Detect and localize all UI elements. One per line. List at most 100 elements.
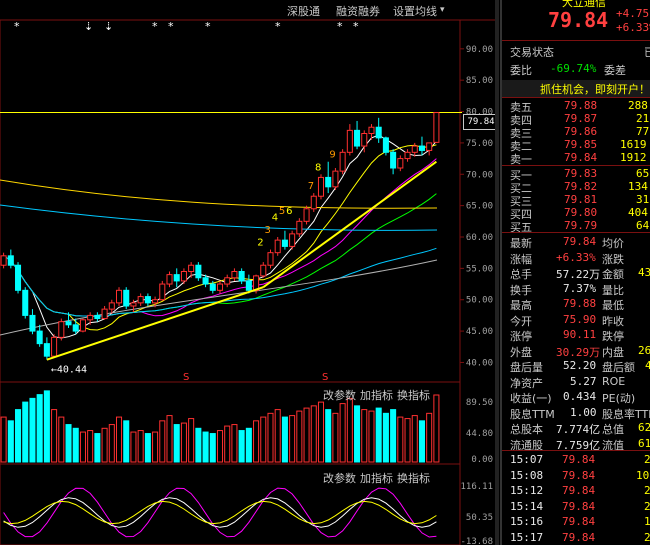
- candle-body: [72, 324, 79, 332]
- stat-row: 换手 7.37% 量比: [502, 281, 650, 298]
- stat-label: 总手: [510, 268, 532, 281]
- ask-volume: 1619: [620, 138, 647, 151]
- candle-body: [281, 239, 288, 247]
- indicator-params-button[interactable]: 改参数: [323, 472, 356, 485]
- volume-bar: [368, 410, 375, 463]
- kline-chart[interactable]: 90.0085.0080.0075.0070.0065.0060.0055.00…: [0, 0, 497, 545]
- setting-ma-button[interactable]: 设置均线: [393, 5, 437, 18]
- volume-bar: [339, 403, 346, 463]
- candle-body: [224, 277, 231, 285]
- price-axis-label: 85.00: [466, 76, 493, 86]
- bid-volume: 65: [636, 167, 650, 180]
- current-price-tag: 79.84: [463, 114, 499, 130]
- volume-bar: [209, 433, 216, 463]
- volume-bar: [224, 425, 231, 463]
- tick-volume: 2: [644, 484, 650, 497]
- ask-price: 79.84: [564, 151, 598, 164]
- bid-label: 买一: [510, 169, 532, 182]
- bid-volume: 404: [628, 206, 648, 219]
- bid-price: 79.79: [564, 219, 598, 232]
- chevron-down-icon[interactable]: ▾: [440, 5, 445, 15]
- price-axis-label: 70.00: [466, 170, 493, 180]
- volume-add-indicator-button[interactable]: 加指标: [360, 389, 393, 402]
- event-star-icon: *: [353, 20, 359, 33]
- rongzirongquan-button[interactable]: 融资融券: [336, 5, 380, 18]
- volume-bar: [397, 416, 404, 463]
- candle-body: [375, 126, 382, 139]
- stat-value: +6.33%: [556, 250, 596, 264]
- indicator-add-button[interactable]: 加指标: [360, 472, 393, 485]
- volume-bar: [303, 407, 310, 463]
- candle-body: [166, 274, 173, 285]
- wave-count-label: 8: [315, 162, 321, 173]
- bid-price: 79.80: [564, 206, 598, 219]
- candle-body: [43, 343, 50, 357]
- tick-row: 15:12 79.84 2: [502, 483, 650, 500]
- candle-body: [115, 289, 123, 304]
- candle-body: [202, 277, 209, 285]
- price-axis-label: 60.00: [466, 233, 493, 243]
- event-s-icon: S: [183, 372, 189, 383]
- ask-volume: 77: [636, 125, 650, 138]
- candle-body: [130, 302, 137, 307]
- candle-body: [397, 158, 404, 169]
- indicator-switch-button[interactable]: 换指标: [397, 472, 430, 485]
- bid-label: 买五: [510, 221, 532, 234]
- shenguton-button[interactable]: 深股通: [287, 5, 320, 18]
- candle-body: [216, 283, 224, 291]
- stat-label: 总股本: [510, 423, 543, 436]
- stat-row: 外盘 30.29万 内盘 26: [502, 343, 650, 360]
- volume-bar: [15, 409, 22, 463]
- bid-label: 买三: [510, 195, 532, 208]
- stat-row: 流通股 7.759亿 流值 61: [502, 436, 650, 453]
- chart-scrollbar[interactable]: [495, 0, 499, 545]
- volume-axis-label: 44.80: [466, 429, 493, 439]
- weibi-row: 委比 -69.74% 委差: [510, 62, 626, 77]
- volume-bar: [354, 405, 361, 463]
- stat-label-2: 量比: [602, 283, 624, 297]
- candle-body: [173, 274, 180, 282]
- candle-body: [65, 321, 72, 326]
- stat-label: 收益(一): [510, 392, 552, 405]
- wave-count-label: 3: [264, 225, 270, 236]
- ask-volume: 1912: [620, 151, 647, 164]
- chart-area[interactable]: 90.00 85.00 80.00 75.00 70.00 65.00 60.00 55.00…: [0, 0, 499, 545]
- candle-body: [152, 299, 159, 304]
- ask-price: 79.87: [564, 112, 598, 125]
- volume-bar: [36, 394, 43, 463]
- ask-label: 卖四: [510, 114, 532, 127]
- stat-value: 79.88: [563, 297, 597, 310]
- volume-bar: [281, 416, 288, 463]
- candle-body: [159, 283, 166, 301]
- candle-body: [180, 271, 187, 282]
- volume-bar: [267, 412, 274, 463]
- price-axis-label: 45.00: [466, 327, 493, 337]
- ask-volume: 288: [628, 99, 648, 112]
- divider: [502, 40, 650, 41]
- price-change: +4.75: [616, 7, 650, 20]
- stat-label-2: 均价: [602, 237, 624, 250]
- candle-body: [390, 151, 397, 169]
- volume-bar: [216, 430, 224, 463]
- ask-volume: 21: [636, 112, 650, 125]
- price-axis-label: 40.00: [466, 358, 493, 368]
- candle-body: [325, 176, 332, 188]
- stat-label-2: 流值: [602, 438, 624, 452]
- open-account-banner[interactable]: 抓住机会，即刻开户！: [502, 80, 650, 97]
- volume-switch-indicator-button[interactable]: 换指标: [397, 389, 430, 402]
- status-row: 交易状态 已: [510, 46, 650, 59]
- volume-params-button[interactable]: 改参数: [323, 389, 356, 402]
- ma250-line: [0, 204, 438, 231]
- stat-row: 最高 79.88 最低: [502, 296, 650, 313]
- tick-row: 15:17 79.84 2: [502, 530, 650, 545]
- candle-body: [15, 264, 22, 291]
- bid-row: 买三 79.81 31: [502, 192, 650, 209]
- candle-body: [382, 137, 389, 153]
- event-star-icon: *: [275, 20, 281, 33]
- stat-value: 79.84: [563, 235, 597, 248]
- indicator-panel-frame: [0, 463, 461, 545]
- candle-body: [108, 302, 115, 310]
- tick-price: 79.84: [562, 515, 596, 528]
- volume-bar: [317, 401, 325, 463]
- volume-bar: [375, 407, 382, 463]
